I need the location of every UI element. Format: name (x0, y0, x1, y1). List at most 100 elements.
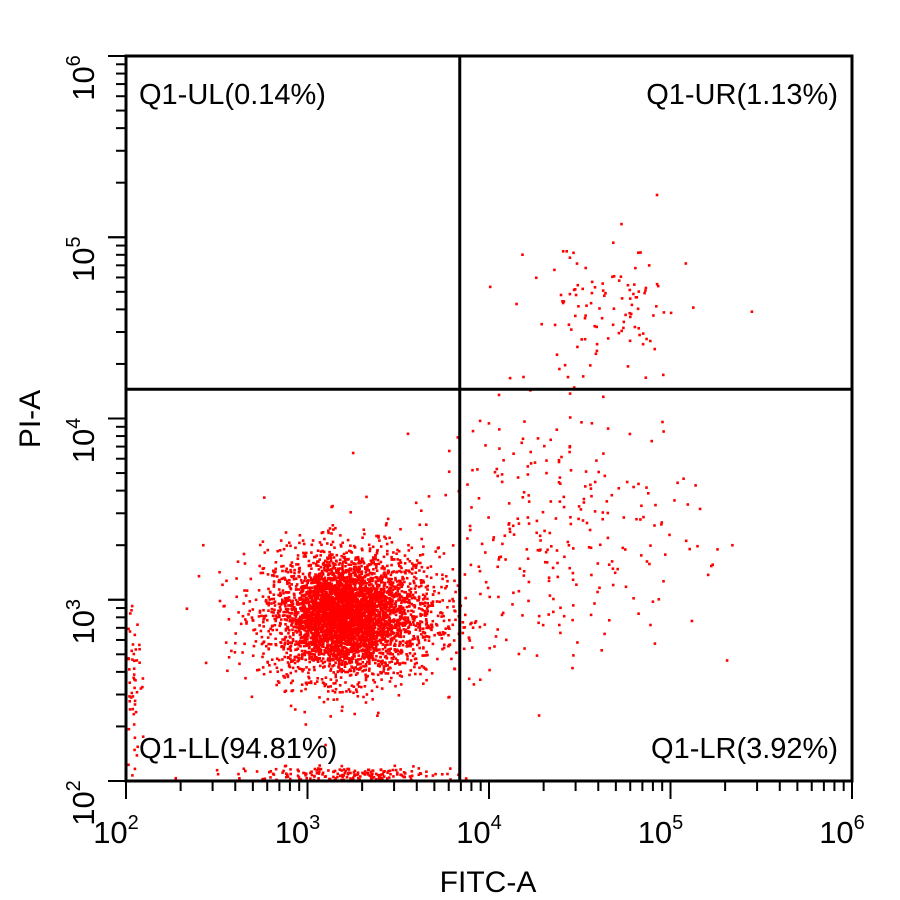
data-point (362, 528, 366, 531)
data-point (301, 608, 305, 611)
data-point (355, 622, 359, 626)
data-point (320, 629, 323, 632)
data-point (338, 579, 342, 582)
data-point (371, 609, 374, 612)
data-point (352, 649, 356, 653)
data-point (382, 665, 386, 668)
data-point (328, 643, 331, 647)
data-point (358, 570, 361, 573)
data-point (362, 605, 365, 609)
data-point (338, 617, 342, 621)
data-point (385, 623, 388, 626)
data-point (365, 623, 369, 627)
data-point (331, 615, 335, 619)
data-point (420, 537, 423, 541)
data-point (320, 623, 324, 627)
data-point (380, 603, 383, 607)
data-point (374, 594, 377, 597)
data-point (636, 307, 640, 311)
data-point (384, 630, 387, 634)
data-point (292, 631, 295, 635)
data-point (438, 633, 441, 636)
data-point (448, 618, 451, 622)
data-point (313, 628, 317, 632)
data-point (373, 612, 377, 615)
data-point (317, 623, 321, 626)
data-point (307, 681, 310, 685)
data-point (417, 561, 420, 565)
data-point (291, 639, 295, 643)
data-point (291, 679, 294, 683)
data-point (287, 581, 291, 585)
data-point (325, 633, 329, 636)
data-point (317, 653, 321, 656)
data-point (570, 328, 573, 331)
data-point (427, 624, 430, 628)
data-point (384, 672, 388, 675)
data-point (361, 583, 364, 586)
data-point (425, 650, 428, 654)
data-point (366, 649, 370, 653)
data-point (362, 582, 366, 585)
data-point (384, 634, 388, 638)
data-point (366, 627, 369, 631)
data-point (400, 581, 403, 585)
data-point (612, 275, 616, 278)
data-point (438, 555, 441, 559)
data-point (384, 523, 388, 527)
data-point (272, 583, 276, 586)
data-point (396, 672, 399, 675)
data-point (331, 561, 335, 565)
data-point (367, 632, 371, 635)
data-point (348, 690, 352, 693)
data-point (368, 662, 371, 665)
data-point (398, 559, 402, 562)
data-point (342, 633, 345, 636)
data-point (307, 643, 310, 646)
data-point (353, 648, 356, 651)
data-point (347, 688, 351, 691)
data-point (269, 627, 272, 631)
data-point (371, 698, 374, 701)
data-point (340, 652, 344, 656)
data-point (313, 609, 317, 612)
data-point (606, 337, 610, 340)
data-point (290, 660, 293, 663)
data-point (318, 579, 321, 583)
data-point (338, 620, 342, 624)
data-point (400, 648, 403, 652)
data-point (314, 573, 317, 576)
data-point (426, 588, 429, 591)
data-point (303, 553, 307, 556)
data-point (394, 604, 398, 608)
data-point (454, 590, 457, 594)
data-point (314, 650, 318, 653)
data-point (361, 578, 364, 582)
data-point (353, 712, 356, 716)
data-point (313, 595, 317, 598)
data-point (363, 587, 366, 590)
data-point (341, 577, 344, 581)
data-point (255, 632, 258, 635)
data-point (339, 545, 343, 548)
data-point (425, 635, 428, 638)
data-point (333, 566, 337, 570)
data-point (358, 614, 362, 618)
data-point (372, 608, 376, 611)
data-point (431, 642, 435, 646)
data-point (368, 563, 371, 567)
data-point (426, 609, 429, 613)
data-point (289, 704, 293, 708)
data-point (321, 599, 325, 603)
data-point (388, 602, 392, 605)
data-point (398, 611, 402, 615)
data-point (369, 617, 373, 620)
data-point (312, 581, 316, 584)
data-point (296, 626, 300, 629)
data-point (353, 616, 356, 620)
data-point (371, 656, 375, 660)
data-point (426, 635, 430, 638)
data-point (274, 567, 277, 571)
data-point (260, 642, 264, 646)
data-point (420, 664, 424, 668)
